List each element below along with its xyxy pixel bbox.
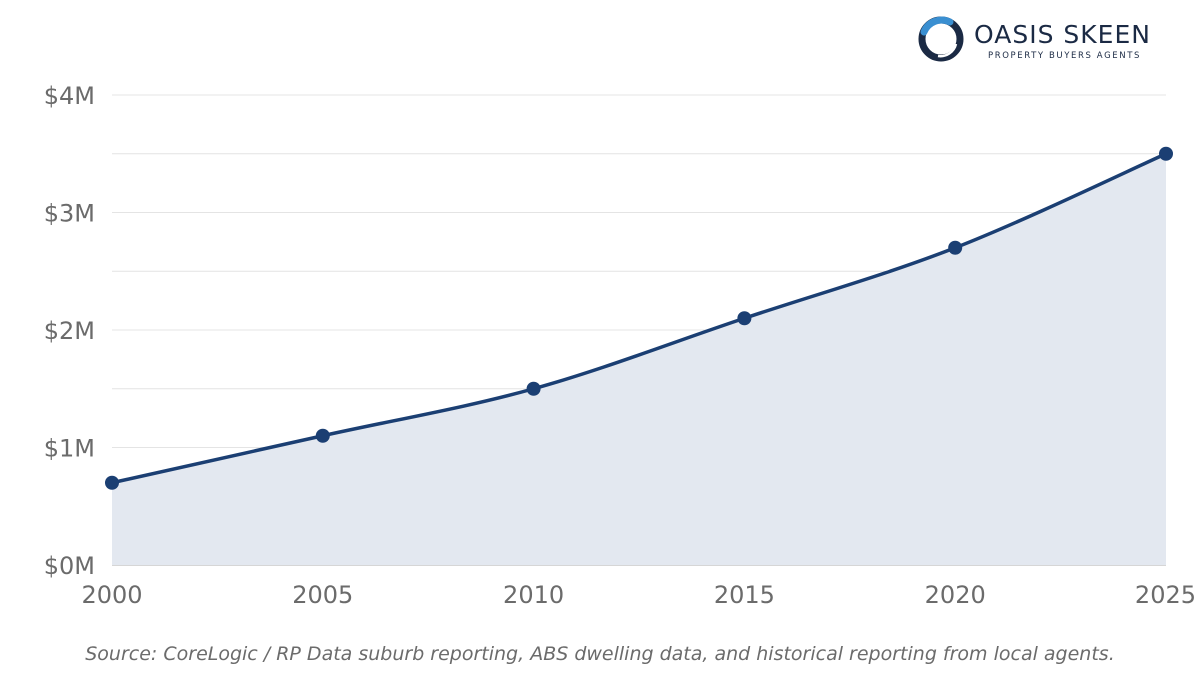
x-tick-label: 2025 [1135, 581, 1196, 609]
data-point-2000 [105, 475, 119, 490]
x-tick-label: 2020 [925, 581, 986, 609]
y-tick-label: $0M [44, 552, 95, 580]
y-axis-tick-labels: $0M $1M $2M $3M $4M [44, 82, 95, 580]
data-point-2005 [315, 428, 330, 443]
series-line [111, 152, 1167, 485]
x-tick-label: 2005 [292, 581, 353, 609]
area-fill [112, 153, 1166, 565]
ring-swirl-logo-icon [918, 16, 964, 62]
data-point-2025 [1159, 146, 1173, 161]
data-point-2020 [948, 240, 963, 255]
data-point-2010 [526, 381, 541, 396]
data-point-2015 [737, 311, 752, 326]
brand-tagline: PROPERTY BUYERS AGENTS [988, 51, 1141, 61]
x-tick-label: 2015 [714, 581, 775, 609]
data-markers [105, 146, 1173, 490]
y-tick-label: $2M [44, 317, 95, 345]
x-tick-label: 2000 [81, 581, 142, 609]
brand-logo: OASIS SKEEN PROPERTY BUYERS AGENTS [916, 14, 1156, 66]
y-tick-label: $4M [44, 82, 95, 110]
x-tick-label: 2010 [503, 581, 564, 609]
x-axis-tick-labels: 2000 2005 2010 2015 2020 2025 [81, 581, 1196, 609]
source-note: Source: CoreLogic / RP Data suburb repor… [85, 643, 1115, 665]
y-tick-label: $3M [44, 200, 95, 228]
y-tick-label: $1M [44, 435, 95, 463]
brand-name: OASIS SKEEN [974, 20, 1151, 49]
